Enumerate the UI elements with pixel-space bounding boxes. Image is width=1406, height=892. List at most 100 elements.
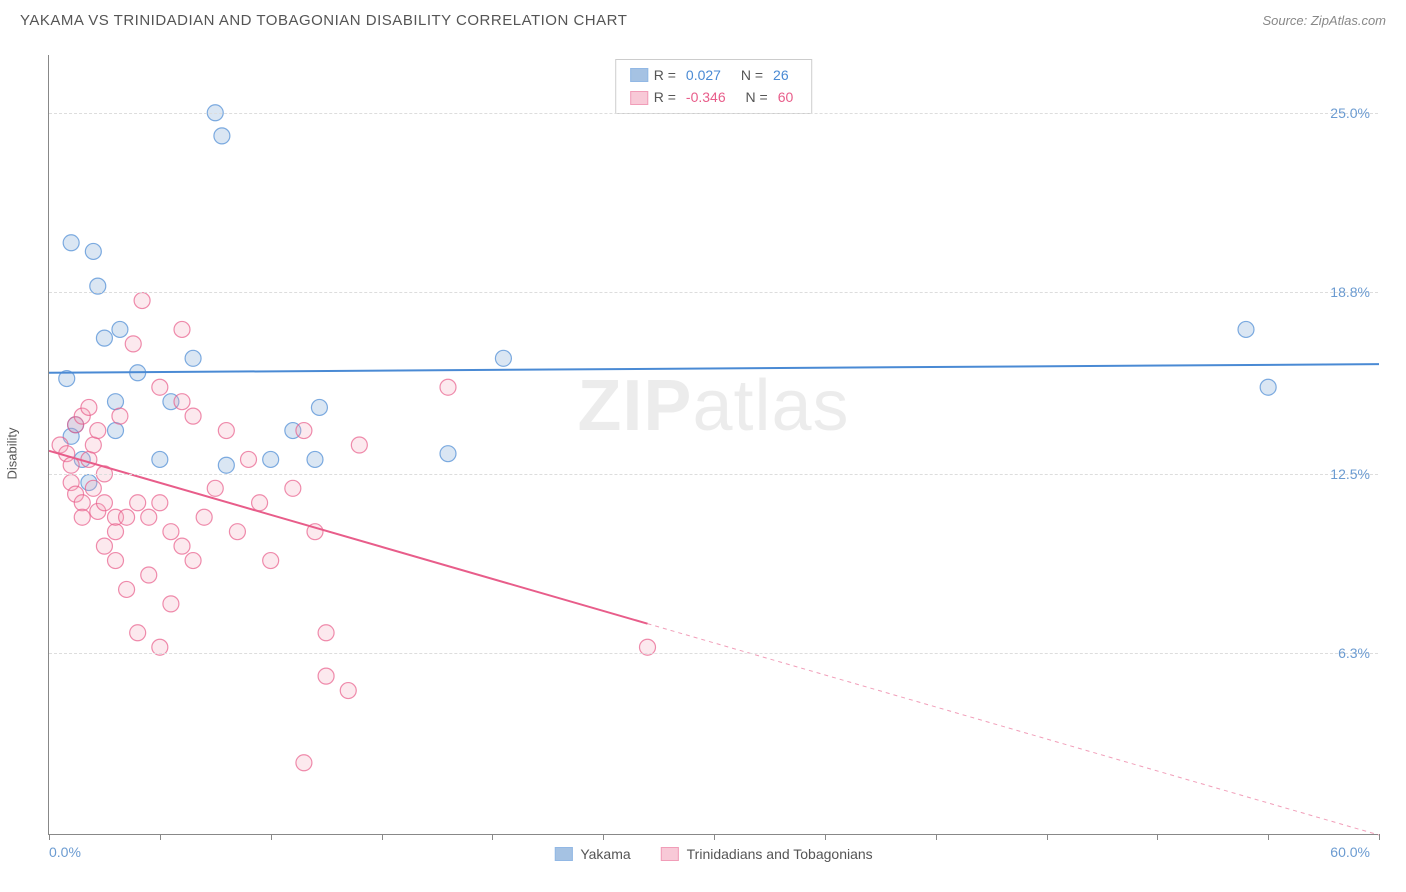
swatch-pink-icon [630,91,648,105]
legend-series: Yakama Trinidadians and Tobagonians [554,846,872,862]
data-point [96,538,112,554]
data-point [196,509,212,525]
data-point [152,379,168,395]
data-point [440,446,456,462]
data-point [85,480,101,496]
gridline [49,113,1378,114]
n-label: N = [746,86,768,108]
data-point [125,336,141,352]
legend-row-trinidad: R = -0.346 N = 60 [630,86,798,108]
data-point [307,451,323,467]
data-point [119,581,135,597]
data-point [174,538,190,554]
legend-correlation-box: R = 0.027 N = 26 R = -0.346 N = 60 [615,59,813,114]
data-point [112,408,128,424]
x-axis-min-label: 0.0% [49,844,81,860]
data-point [163,524,179,540]
data-point [134,293,150,309]
legend-item-trinidad: Trinidadians and Tobagonians [661,846,873,862]
chart-source: Source: ZipAtlas.com [1262,13,1386,28]
r-label: R = [654,86,676,108]
data-point [229,524,245,540]
data-point [263,451,279,467]
x-tick [936,834,937,840]
data-point [218,423,234,439]
data-point [81,399,97,415]
data-point [207,480,223,496]
data-point [263,553,279,569]
data-point [311,399,327,415]
gridline [49,474,1378,475]
x-tick [271,834,272,840]
y-tick-label: 18.8% [1330,284,1370,300]
x-tick [714,834,715,840]
data-point [152,451,168,467]
data-point [318,625,334,641]
data-point [63,235,79,251]
data-point [130,495,146,511]
legend-label-yakama: Yakama [580,846,630,862]
data-point [214,128,230,144]
data-point [108,394,124,410]
data-point [340,683,356,699]
legend-item-yakama: Yakama [554,846,630,862]
x-tick [49,834,50,840]
data-point [96,330,112,346]
data-point [285,480,301,496]
data-point [218,457,234,473]
data-point [174,394,190,410]
data-point [108,423,124,439]
data-point [96,495,112,511]
x-tick [1047,834,1048,840]
data-point [440,379,456,395]
swatch-pink-icon [661,847,679,861]
data-point [185,350,201,366]
gridline [49,292,1378,293]
n-value-yakama: 26 [773,64,789,86]
x-tick [1157,834,1158,840]
data-point [296,755,312,771]
data-point [174,321,190,337]
data-point [108,524,124,540]
x-tick [825,834,826,840]
y-tick-label: 6.3% [1338,645,1370,661]
n-value-trinidad: 60 [778,86,794,108]
swatch-blue-icon [630,68,648,82]
data-point [112,321,128,337]
data-point [81,451,97,467]
y-axis-label: Disability [5,427,20,479]
data-point [85,243,101,259]
legend-label-trinidad: Trinidadians and Tobagonians [687,846,873,862]
data-point [74,495,90,511]
trend-line [49,451,648,624]
r-value-trinidad: -0.346 [686,86,726,108]
data-point [74,509,90,525]
gridline [49,653,1378,654]
chart-title: YAKAMA VS TRINIDADIAN AND TOBAGONIAN DIS… [20,12,627,29]
r-label: R = [654,64,676,86]
data-point [163,596,179,612]
data-point [296,423,312,439]
x-tick [160,834,161,840]
data-point [351,437,367,453]
data-point [130,625,146,641]
data-point [1238,321,1254,337]
data-point [85,437,101,453]
data-point [141,509,157,525]
data-point [252,495,268,511]
data-point [90,423,106,439]
data-point [108,553,124,569]
data-point [1260,379,1276,395]
legend-row-yakama: R = 0.027 N = 26 [630,64,798,86]
x-tick [1268,834,1269,840]
x-tick [382,834,383,840]
x-axis-max-label: 60.0% [1330,844,1370,860]
r-value-yakama: 0.027 [686,64,721,86]
data-point [185,408,201,424]
x-tick [603,834,604,840]
trend-line-dashed [648,624,1380,835]
data-point [185,553,201,569]
data-point [141,567,157,583]
chart-svg [49,55,1378,834]
chart-plot-area: ZIPatlas R = 0.027 N = 26 R = -0.346 N =… [48,55,1378,835]
